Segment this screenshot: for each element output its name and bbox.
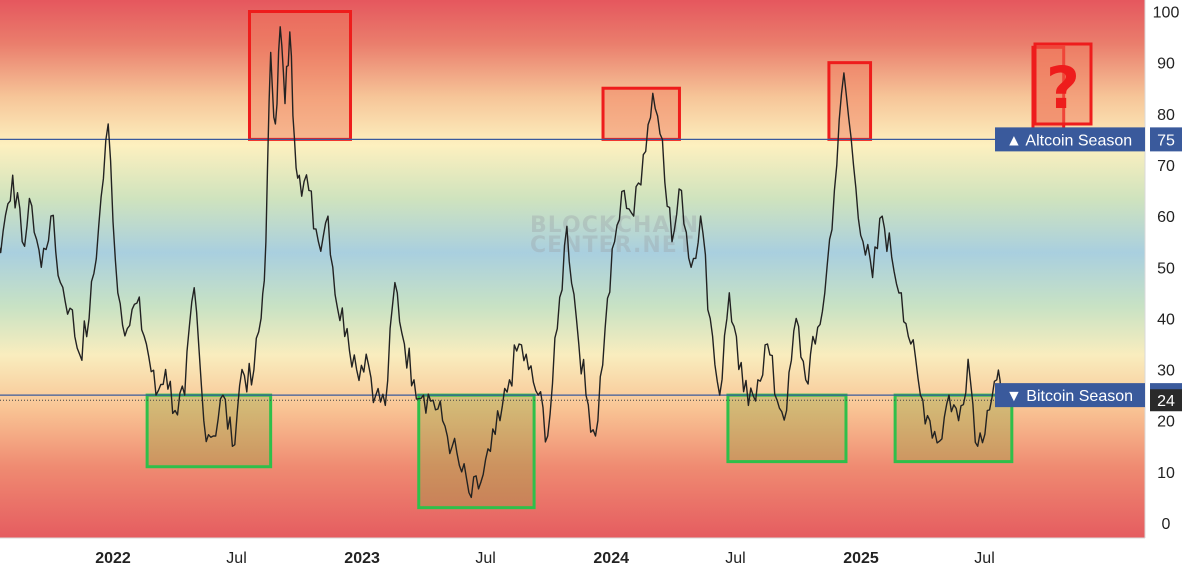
bitcoin-trough-box bbox=[145, 393, 273, 469]
threshold-badge: ▲ Altcoin Season 75 bbox=[995, 127, 1182, 152]
plot-background bbox=[0, 0, 1145, 538]
series-layer bbox=[0, 26, 1003, 499]
x-tick-label: 2023 bbox=[344, 550, 380, 567]
y-tick-label: 80 bbox=[1157, 107, 1175, 124]
threshold-value-box bbox=[1150, 127, 1182, 152]
altcoin-index-line bbox=[0, 26, 1003, 499]
y-tick-label: 60 bbox=[1157, 209, 1175, 226]
threshold-lines bbox=[0, 138, 1145, 401]
current-value-box bbox=[1150, 389, 1182, 412]
question-mark-box bbox=[1033, 42, 1093, 126]
x-tick-label: Jul bbox=[475, 550, 495, 567]
y-tick-label: 90 bbox=[1157, 56, 1175, 73]
y-tick-label: 40 bbox=[1157, 311, 1175, 328]
watermark: BLOCKCHAIN CENTER.NET bbox=[530, 213, 698, 258]
threshold-badge-box bbox=[995, 383, 1145, 408]
x-axis-panel bbox=[0, 538, 1200, 583]
y-tick-label: 0 bbox=[1162, 516, 1171, 533]
y-tick-label: 100 bbox=[1153, 5, 1180, 22]
altcoin-peak-box bbox=[247, 10, 353, 141]
y-tick-label: 20 bbox=[1157, 414, 1175, 431]
x-tick-label: Jul bbox=[725, 550, 745, 567]
current-value-badge: 24 bbox=[1150, 389, 1182, 412]
y-axis-panel bbox=[1145, 0, 1200, 538]
y-tick-label: 50 bbox=[1157, 260, 1175, 277]
threshold-badge-label: ▲ Altcoin Season bbox=[1006, 132, 1132, 149]
y-tick-label: 70 bbox=[1157, 158, 1175, 175]
x-tick-label: 2024 bbox=[593, 550, 629, 567]
bitcoin-trough-box bbox=[417, 393, 536, 510]
altcoin-peak-box bbox=[1031, 45, 1066, 131]
y-axis-ticks: 0 10 20 30 40 50 60 70 80 90 100 bbox=[1153, 5, 1180, 534]
question-mark: ? bbox=[1046, 54, 1080, 122]
x-tick-label: Jul bbox=[226, 550, 246, 567]
x-axis-ticks: 2022 Jul 2023 Jul 2024 Jul 2025 Jul bbox=[95, 550, 995, 567]
threshold-badge-label: ▼ Bitcoin Season bbox=[1006, 388, 1133, 405]
x-tick-label: 2022 bbox=[95, 550, 131, 567]
threshold-value-label: 75 bbox=[1157, 132, 1175, 149]
question-mark-annotation: ? bbox=[1033, 42, 1093, 126]
y-tick-label: 30 bbox=[1157, 363, 1175, 380]
x-tick-label: Jul bbox=[974, 550, 994, 567]
threshold-badge-box bbox=[995, 127, 1145, 152]
y-tick-label: 10 bbox=[1157, 465, 1175, 482]
altcoin-peak-box bbox=[601, 86, 681, 141]
x-tick-label: 2025 bbox=[843, 550, 879, 567]
current-value-label: 24 bbox=[1157, 393, 1175, 410]
